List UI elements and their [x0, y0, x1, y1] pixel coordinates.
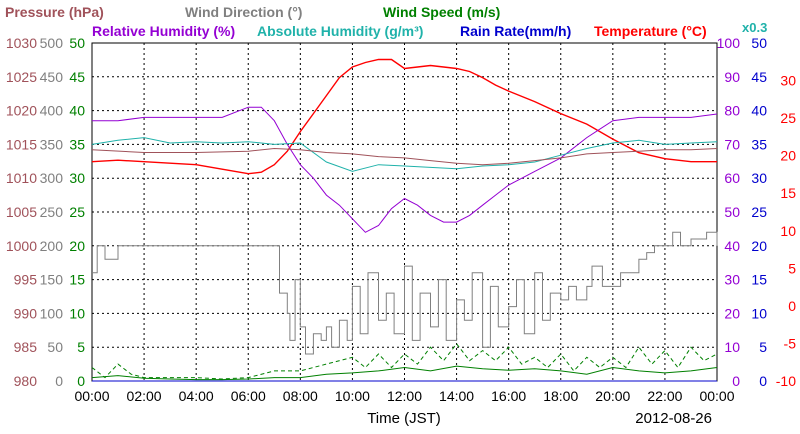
x-tick: 20:00: [595, 388, 630, 404]
tick-rh: 10: [724, 339, 740, 355]
tick-rain: 20: [751, 238, 767, 254]
tick-wind_speed: 25: [69, 204, 85, 220]
tick-wind_speed: 10: [69, 305, 85, 321]
tick-wind_dir: 500: [40, 35, 64, 51]
x-tick: 16:00: [491, 388, 526, 404]
tick-temp: -10: [776, 373, 796, 389]
tick-wind_dir: 200: [40, 238, 64, 254]
tick-wind_dir: 250: [40, 204, 64, 220]
date-label: 2012-08-26: [635, 410, 712, 427]
legend-temperature: Temperature (°C): [594, 23, 707, 39]
tick-wind_speed: 5: [77, 339, 85, 355]
tick-wind_speed: 35: [69, 136, 85, 152]
legend-ah-scale: x0.3: [742, 20, 767, 35]
tick-wind_dir: 150: [40, 272, 64, 288]
series-relative-humidity: [92, 106, 718, 233]
tick-wind_speed: 30: [69, 170, 85, 186]
x-tick: 02:00: [127, 388, 162, 404]
tick-wind_dir: 300: [40, 170, 64, 186]
tick-rh: 80: [724, 103, 740, 119]
tick-pressure: 1030: [6, 35, 37, 51]
tick-rh: 50: [724, 204, 740, 220]
tick-pressure: 1025: [6, 69, 37, 85]
tick-wind_speed: 45: [69, 69, 85, 85]
tick-wind_dir: 450: [40, 69, 64, 85]
tick-wind_dir: 50: [47, 339, 63, 355]
x-axis-label: Time (JST): [367, 410, 441, 427]
tick-wind_speed: 40: [69, 103, 85, 119]
tick-wind_speed: 15: [69, 272, 85, 288]
series-temperature: [91, 58, 717, 175]
x-tick: 04:00: [179, 388, 214, 404]
series-lines: [91, 58, 718, 382]
x-tick: 18:00: [543, 388, 578, 404]
tick-rh: 40: [724, 238, 740, 254]
tick-temp: -5: [784, 335, 797, 351]
y-axes: 1030102510201015101010051000995990985980…: [6, 35, 796, 389]
tick-wind_dir: 0: [55, 373, 63, 389]
tick-wind_dir: 350: [40, 136, 64, 152]
legend-rain-rate: Rain Rate(mm/h): [460, 23, 571, 39]
tick-temp: 25: [780, 110, 796, 126]
legend-wind-speed: Wind Speed (m/s): [383, 4, 500, 20]
series-wind-direction: [92, 231, 718, 355]
tick-rain: 15: [751, 272, 767, 288]
tick-rain: 45: [751, 69, 767, 85]
tick-wind_speed: 50: [69, 35, 85, 51]
legend-relative-humidity: Relative Humidity (%): [92, 23, 235, 39]
tick-rain: 5: [759, 339, 767, 355]
x-axis: 00:00 02:00 04:00 06:00 08:00 10:00 12:00 14:00…: [74, 388, 734, 404]
tick-rh: 70: [724, 136, 740, 152]
tick-rain: 30: [751, 170, 767, 186]
tick-temp: 0: [788, 298, 796, 314]
tick-temp: 5: [788, 260, 796, 276]
tick-pressure: 1005: [6, 204, 37, 220]
series-wind-speed-gust: [91, 342, 718, 380]
x-tick: 10:00: [335, 388, 370, 404]
tick-rh: 20: [724, 305, 740, 321]
legend-pressure: Pressure (hPa): [5, 4, 104, 20]
tick-pressure: 980: [14, 373, 38, 389]
tick-rain: 0: [759, 373, 767, 389]
tick-pressure: 990: [14, 305, 38, 321]
tick-rh: 60: [724, 170, 740, 186]
series-wind-speed: [91, 365, 718, 381]
x-tick: 14:00: [439, 388, 474, 404]
tick-rain: 25: [751, 204, 767, 220]
tick-rh: 100: [717, 35, 741, 51]
tick-rain: 35: [751, 136, 767, 152]
x-tick: 12:00: [387, 388, 422, 404]
tick-temp: 15: [780, 185, 796, 201]
tick-pressure: 1015: [6, 136, 37, 152]
tick-wind_dir: 400: [40, 103, 64, 119]
series-pressure: [91, 147, 718, 166]
legend-absolute-humidity: Absolute Humidity (g/m³): [257, 23, 423, 39]
tick-wind_speed: 20: [69, 238, 85, 254]
tick-rain: 10: [751, 305, 767, 321]
tick-pressure: 985: [14, 339, 38, 355]
series-absolute-humidity: [91, 137, 718, 172]
x-tick: 00:00: [699, 388, 734, 404]
tick-rh: 0: [732, 373, 740, 389]
tick-pressure: 1000: [6, 238, 37, 254]
x-tick: 08:00: [283, 388, 318, 404]
tick-rh: 90: [724, 69, 740, 85]
tick-rain: 40: [751, 103, 767, 119]
tick-temp: 30: [780, 73, 796, 89]
tick-pressure: 1010: [6, 170, 37, 186]
tick-wind_dir: 100: [40, 305, 64, 321]
tick-temp: 20: [780, 148, 796, 164]
tick-rh: 30: [724, 272, 740, 288]
tick-pressure: 1020: [6, 103, 37, 119]
x-tick: 00:00: [74, 388, 109, 404]
tick-temp: 10: [780, 223, 796, 239]
legend-wind-direction: Wind Direction (°): [185, 4, 302, 20]
x-tick: 22:00: [647, 388, 682, 404]
tick-wind_speed: 0: [77, 373, 85, 389]
x-tick: 06:00: [231, 388, 266, 404]
tick-rain: 50: [751, 35, 767, 51]
tick-pressure: 995: [14, 272, 38, 288]
